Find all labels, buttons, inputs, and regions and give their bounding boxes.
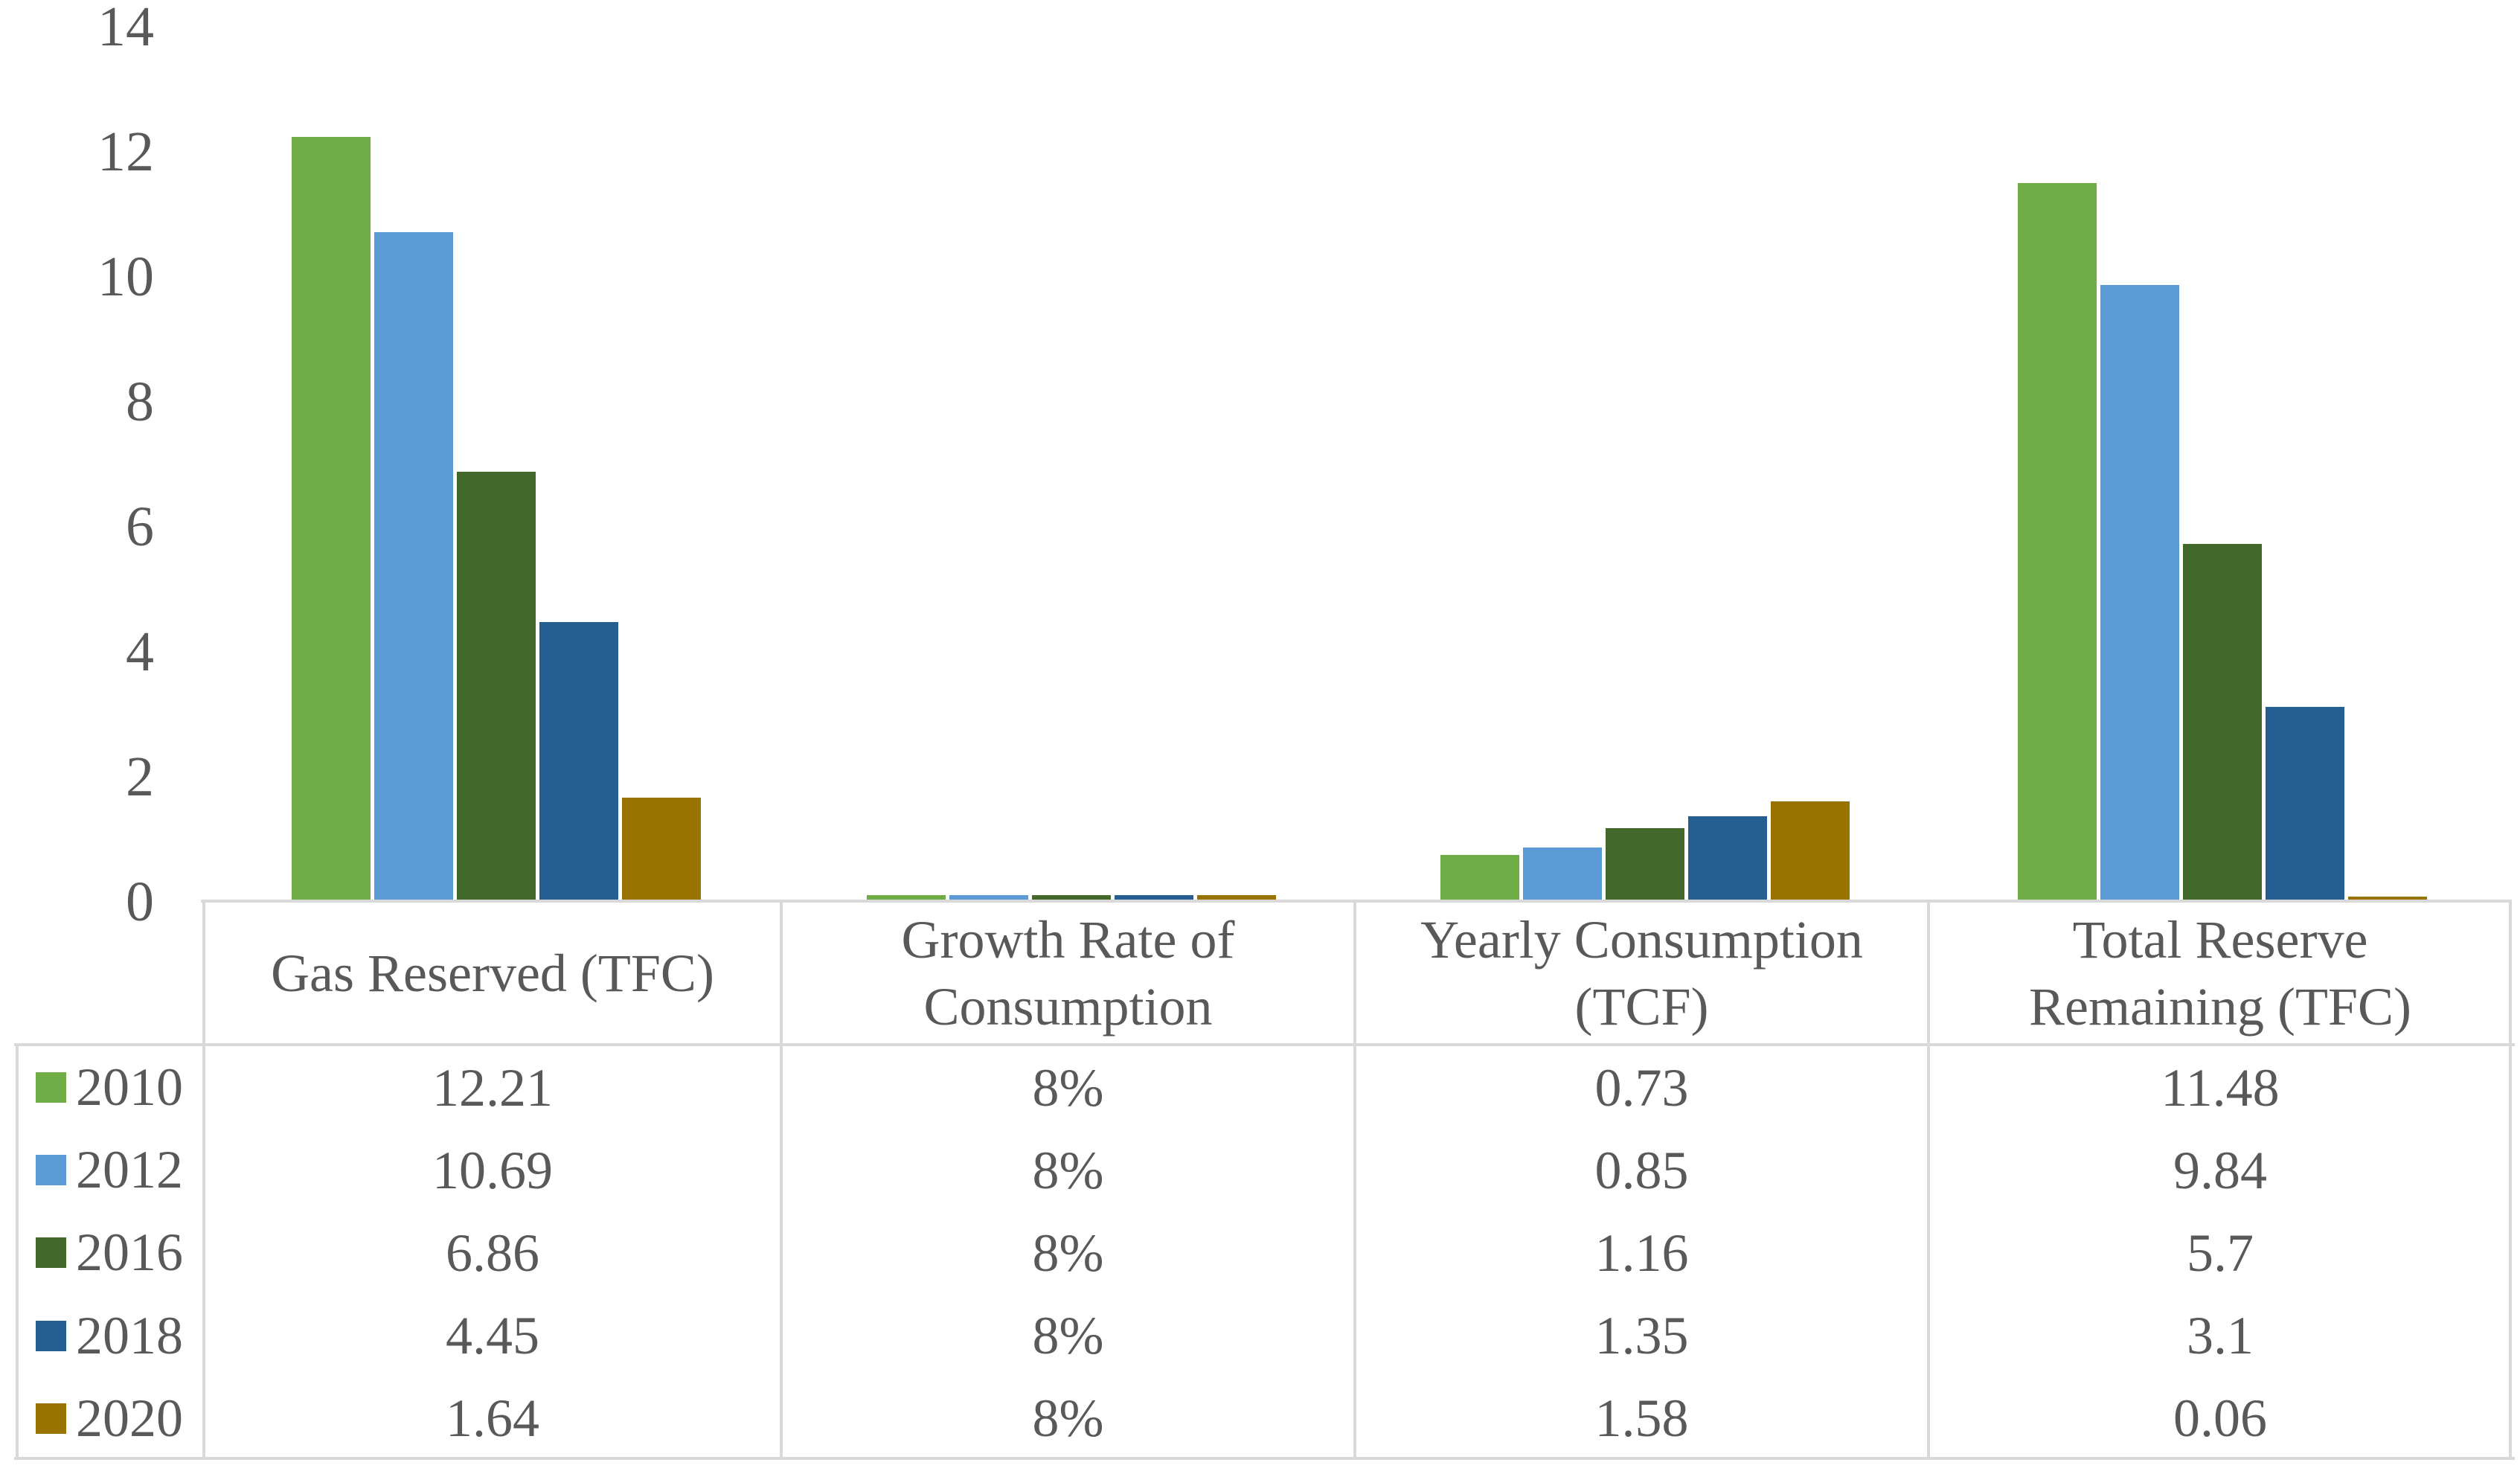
bar-2016-category-1 <box>1032 895 1111 900</box>
plot-area <box>292 137 2427 900</box>
bar-2018-category-0 <box>539 622 618 900</box>
table-value: 3.1 <box>2187 1306 2254 1366</box>
bar-2012-category-3 <box>2100 285 2179 900</box>
bar-2016-category-3 <box>2183 544 2262 900</box>
column-header-yearly-consumption: Yearly Consumption (TCF) <box>1355 900 1929 1046</box>
table-value: 8% <box>1032 1057 1104 1118</box>
bar-2020-category-3 <box>2348 897 2427 900</box>
y-tick-label-8: 8 <box>126 371 154 433</box>
bar-2020-category-0 <box>622 798 701 900</box>
legend-item-2018: 2018 <box>17 1295 204 1377</box>
legend-item-2012: 2012 <box>17 1129 204 1211</box>
legend-year-label: 2020 <box>76 1388 183 1448</box>
y-tick-label-2: 2 <box>126 746 154 808</box>
table-value: 1.64 <box>446 1388 539 1449</box>
bar-2012-category-2 <box>1523 848 1602 900</box>
legend-swatch-2016-icon <box>36 1237 66 1269</box>
bar-2018-category-1 <box>1115 895 1193 900</box>
table-value: 8% <box>1032 1388 1104 1449</box>
legend-year-label: 2016 <box>76 1223 183 1283</box>
bar-2012-category-1 <box>949 895 1028 900</box>
table-value: 0.73 <box>1594 1057 1689 1118</box>
bar-2010-category-3 <box>2018 183 2097 900</box>
table-value: 12.21 <box>432 1057 553 1118</box>
y-tick-label-12: 12 <box>97 121 154 183</box>
column-header-label: Total Reserve Remaining (TFC) <box>2029 909 2411 1037</box>
bar-2010-category-2 <box>1440 855 1519 900</box>
column-header-label: Yearly Consumption (TCF) <box>1420 909 1863 1037</box>
bar-2012-category-0 <box>374 232 453 900</box>
table-value: 5.7 <box>2187 1223 2254 1283</box>
y-tick-label-0: 0 <box>126 871 154 933</box>
bar-2020-category-1 <box>1197 895 1276 900</box>
table-value: 0.85 <box>1594 1140 1689 1200</box>
legend-item-2010: 2010 <box>17 1046 204 1129</box>
table-value: 1.58 <box>1594 1388 1689 1449</box>
bar-2020-category-2 <box>1771 801 1850 900</box>
column-header-growth-rate: Growth Rate of Consumption <box>781 900 1355 1046</box>
legend-item-2016: 2016 <box>17 1211 204 1294</box>
column-header-total-reserve: Total Reserve Remaining (TFC) <box>1929 900 2512 1046</box>
legend-year-label: 2010 <box>76 1057 183 1118</box>
bar-2016-category-0 <box>457 472 536 900</box>
table-value: 9.84 <box>2173 1140 2267 1200</box>
y-tick-label-14: 14 <box>97 0 154 58</box>
table-value: 8% <box>1032 1306 1104 1366</box>
table-value: 0.06 <box>2173 1388 2267 1449</box>
table-value: 1.16 <box>1594 1223 1689 1283</box>
bar-2016-category-2 <box>1606 828 1684 900</box>
legend-year-label: 2012 <box>76 1140 183 1200</box>
table-value: 8% <box>1032 1223 1104 1283</box>
table-value: 1.35 <box>1594 1306 1689 1366</box>
legend-swatch-2010-icon <box>36 1072 66 1103</box>
column-header-gas-reserved: Gas Reserved (TFC) <box>204 900 781 1046</box>
data-table: Gas Reserved (TFC) Growth Rate of Consum… <box>14 900 2515 1463</box>
y-tick-label-10: 10 <box>97 246 154 308</box>
legend-year-label: 2018 <box>76 1305 183 1365</box>
bar-2010-category-0 <box>292 137 371 900</box>
table-value: 8% <box>1032 1140 1104 1200</box>
legend-item-2020: 2020 <box>17 1377 204 1460</box>
legend-swatch-2012-icon <box>36 1155 66 1186</box>
bar-2018-category-2 <box>1688 816 1767 900</box>
table-value: 10.69 <box>432 1140 553 1200</box>
y-axis-tick-labels: 0 2 4 6 8 10 12 14 <box>0 0 164 967</box>
table-value: 4.45 <box>446 1306 539 1366</box>
table-value: 6.86 <box>446 1223 539 1283</box>
y-tick-label-4: 4 <box>126 621 154 683</box>
legend-swatch-2018-icon <box>36 1320 66 1351</box>
y-tick-label-6: 6 <box>126 496 154 558</box>
legend-swatch-2020-icon <box>36 1403 66 1434</box>
column-header-label: Gas Reserved (TFC) <box>271 943 714 1003</box>
column-header-label: Growth Rate of Consumption <box>901 909 1235 1037</box>
table-value: 11.48 <box>2161 1057 2280 1118</box>
bar-2018-category-3 <box>2266 707 2344 900</box>
bar-2010-category-1 <box>867 895 946 900</box>
